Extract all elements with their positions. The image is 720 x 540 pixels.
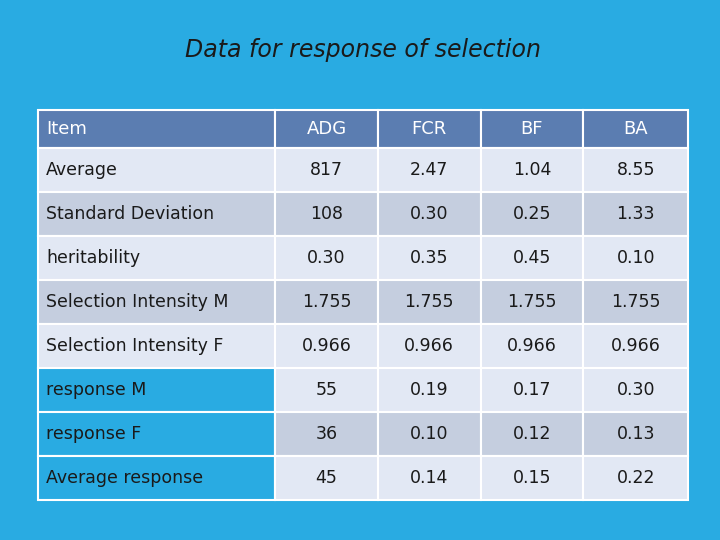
Text: 0.30: 0.30 xyxy=(410,205,449,223)
Bar xyxy=(583,236,688,280)
Bar xyxy=(38,412,275,456)
Bar xyxy=(481,192,583,236)
Bar xyxy=(275,192,378,236)
Bar xyxy=(275,110,378,148)
Bar xyxy=(275,236,378,280)
Bar xyxy=(378,236,481,280)
Text: 55: 55 xyxy=(315,381,338,399)
Bar xyxy=(583,280,688,324)
Text: response F: response F xyxy=(46,425,141,443)
Text: Data for response of selection: Data for response of selection xyxy=(185,38,541,62)
Text: 108: 108 xyxy=(310,205,343,223)
Text: 0.966: 0.966 xyxy=(611,337,661,355)
Bar xyxy=(38,10,688,90)
Text: 1.755: 1.755 xyxy=(508,293,557,311)
Bar xyxy=(481,456,583,500)
Bar xyxy=(583,148,688,192)
Text: response M: response M xyxy=(46,381,146,399)
Bar xyxy=(378,412,481,456)
Bar xyxy=(38,236,275,280)
Text: Selection Intensity F: Selection Intensity F xyxy=(46,337,223,355)
Text: 0.14: 0.14 xyxy=(410,469,449,487)
Bar xyxy=(481,368,583,412)
Bar xyxy=(378,192,481,236)
Bar xyxy=(583,456,688,500)
Text: 1.755: 1.755 xyxy=(302,293,351,311)
Bar xyxy=(38,324,275,368)
Bar xyxy=(38,148,275,192)
Bar xyxy=(481,110,583,148)
Text: 0.30: 0.30 xyxy=(307,249,346,267)
Bar xyxy=(583,412,688,456)
Text: BA: BA xyxy=(624,120,648,138)
Text: 0.30: 0.30 xyxy=(616,381,655,399)
Bar xyxy=(481,280,583,324)
Bar xyxy=(275,412,378,456)
Bar xyxy=(275,368,378,412)
Text: FCR: FCR xyxy=(412,120,447,138)
Text: ADG: ADG xyxy=(307,120,346,138)
Text: 1.755: 1.755 xyxy=(611,293,660,311)
Bar xyxy=(378,110,481,148)
Bar xyxy=(481,324,583,368)
Bar xyxy=(583,110,688,148)
Bar xyxy=(378,368,481,412)
Text: 0.966: 0.966 xyxy=(405,337,454,355)
Text: 0.10: 0.10 xyxy=(616,249,655,267)
Bar xyxy=(378,280,481,324)
Text: 1.04: 1.04 xyxy=(513,161,552,179)
Bar xyxy=(38,280,275,324)
Text: 0.19: 0.19 xyxy=(410,381,449,399)
Text: heritability: heritability xyxy=(46,249,140,267)
Bar xyxy=(38,192,275,236)
Text: BF: BF xyxy=(521,120,544,138)
Text: 45: 45 xyxy=(315,469,338,487)
Bar xyxy=(583,324,688,368)
Bar xyxy=(481,236,583,280)
Text: 817: 817 xyxy=(310,161,343,179)
Text: 2.47: 2.47 xyxy=(410,161,449,179)
Text: Item: Item xyxy=(46,120,87,138)
Text: 0.15: 0.15 xyxy=(513,469,552,487)
Bar xyxy=(275,280,378,324)
Bar xyxy=(275,324,378,368)
Bar xyxy=(481,148,583,192)
Bar xyxy=(378,324,481,368)
Text: 1.755: 1.755 xyxy=(405,293,454,311)
Text: 36: 36 xyxy=(315,425,338,443)
Text: Average response: Average response xyxy=(46,469,203,487)
Bar xyxy=(275,456,378,500)
Bar xyxy=(38,110,275,148)
Bar xyxy=(275,148,378,192)
Text: 0.45: 0.45 xyxy=(513,249,552,267)
Bar xyxy=(38,456,275,500)
Text: 1.33: 1.33 xyxy=(616,205,655,223)
Text: 0.25: 0.25 xyxy=(513,205,552,223)
Bar xyxy=(38,368,275,412)
Text: Standard Deviation: Standard Deviation xyxy=(46,205,214,223)
Text: 0.35: 0.35 xyxy=(410,249,449,267)
Text: 0.22: 0.22 xyxy=(616,469,655,487)
Bar xyxy=(583,368,688,412)
Bar xyxy=(378,456,481,500)
Text: 0.13: 0.13 xyxy=(616,425,655,443)
Bar xyxy=(481,412,583,456)
Text: 0.966: 0.966 xyxy=(507,337,557,355)
Text: Average: Average xyxy=(46,161,118,179)
Text: 0.966: 0.966 xyxy=(302,337,351,355)
Text: Selection Intensity M: Selection Intensity M xyxy=(46,293,228,311)
Bar xyxy=(583,192,688,236)
Bar xyxy=(378,148,481,192)
Text: 0.17: 0.17 xyxy=(513,381,552,399)
Text: 0.12: 0.12 xyxy=(513,425,552,443)
Text: 0.10: 0.10 xyxy=(410,425,449,443)
Text: 8.55: 8.55 xyxy=(616,161,655,179)
